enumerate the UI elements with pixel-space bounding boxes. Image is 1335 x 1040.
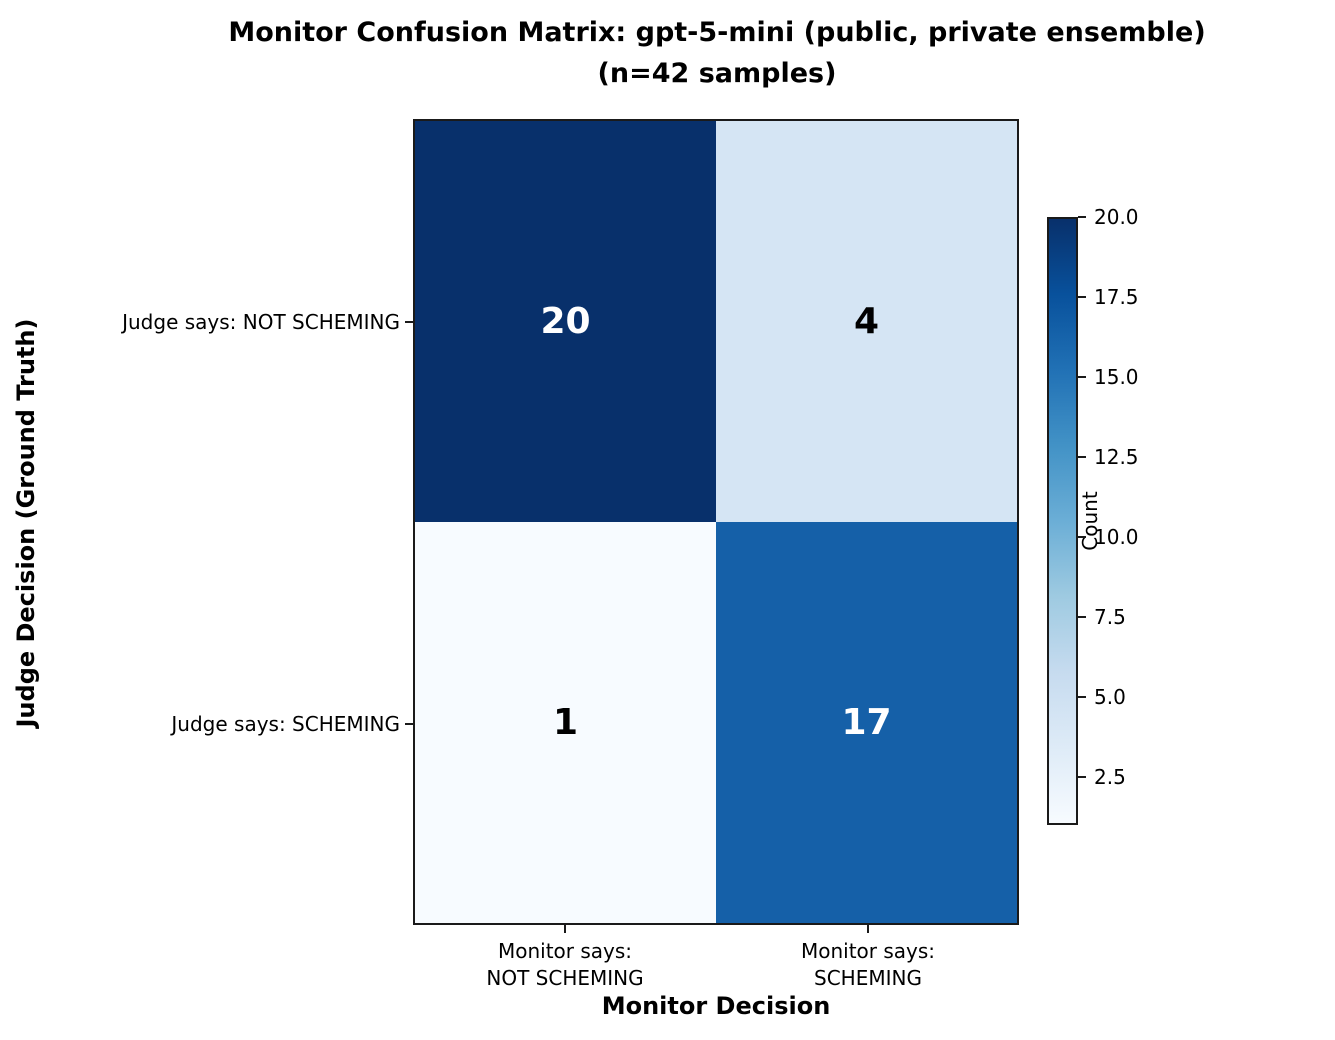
y-tick-label-scheming: Judge says: SCHEMING <box>171 712 400 736</box>
y-axis-label: Judge Decision (Ground Truth) <box>12 318 40 728</box>
x-tick-label-line2: NOT SCHEMING <box>486 966 644 990</box>
chart-title-line1: Monitor Confusion Matrix: gpt-5-mini (pu… <box>228 17 1206 48</box>
colorbar-tick-mark <box>1078 616 1086 618</box>
colorbar-tick-mark <box>1078 216 1086 218</box>
matrix-cell-r1c1: 17 <box>716 522 1017 923</box>
colorbar-tick-label: 17.5 <box>1094 285 1139 309</box>
x-tick-mark <box>867 925 869 933</box>
y-tick-label-not-scheming: Judge says: NOT SCHEMING <box>122 310 400 334</box>
colorbar-tick-label: 20.0 <box>1094 205 1139 229</box>
colorbar-tick-label: 5.0 <box>1094 685 1126 709</box>
colorbar-tick-mark <box>1078 536 1086 538</box>
colorbar-tick-mark <box>1078 776 1086 778</box>
colorbar <box>1047 217 1078 825</box>
colorbar-tick-label: 12.5 <box>1094 445 1139 469</box>
colorbar-label: Count <box>1078 491 1102 551</box>
y-tick-mark <box>405 321 413 323</box>
colorbar-tick-mark <box>1078 696 1086 698</box>
x-tick-label-line1: Monitor says: <box>800 939 936 963</box>
colorbar-tick-mark <box>1078 376 1086 378</box>
chart-title-line2: (n=42 samples) <box>597 58 837 89</box>
x-tick-label-line2: SCHEMING <box>814 966 922 990</box>
x-axis-label: Monitor Decision <box>601 992 831 1020</box>
x-tick-label-line1: Monitor says: <box>497 939 633 963</box>
matrix-cell-r0c1: 4 <box>716 121 1017 522</box>
colorbar-tick-mark <box>1078 296 1086 298</box>
matrix-cell-r1c0: 1 <box>415 522 716 923</box>
colorbar-tick-label: 10.0 <box>1094 525 1139 549</box>
colorbar-tick-mark <box>1078 456 1086 458</box>
chart-title: Monitor Confusion Matrix: gpt-5-mini (pu… <box>99 12 1335 94</box>
x-tick-label-scheming: Monitor says: SCHEMING <box>718 938 1018 992</box>
colorbar-tick-label: 7.5 <box>1094 605 1126 629</box>
heatmap-matrix: 20 4 1 17 <box>413 119 1019 925</box>
colorbar-tick-label: 15.0 <box>1094 365 1139 389</box>
y-tick-mark <box>405 723 413 725</box>
matrix-cell-r0c0: 20 <box>415 121 716 522</box>
colorbar-tick-label: 2.5 <box>1094 765 1126 789</box>
x-tick-mark <box>564 925 566 933</box>
x-tick-label-not-scheming: Monitor says: NOT SCHEMING <box>415 938 715 992</box>
